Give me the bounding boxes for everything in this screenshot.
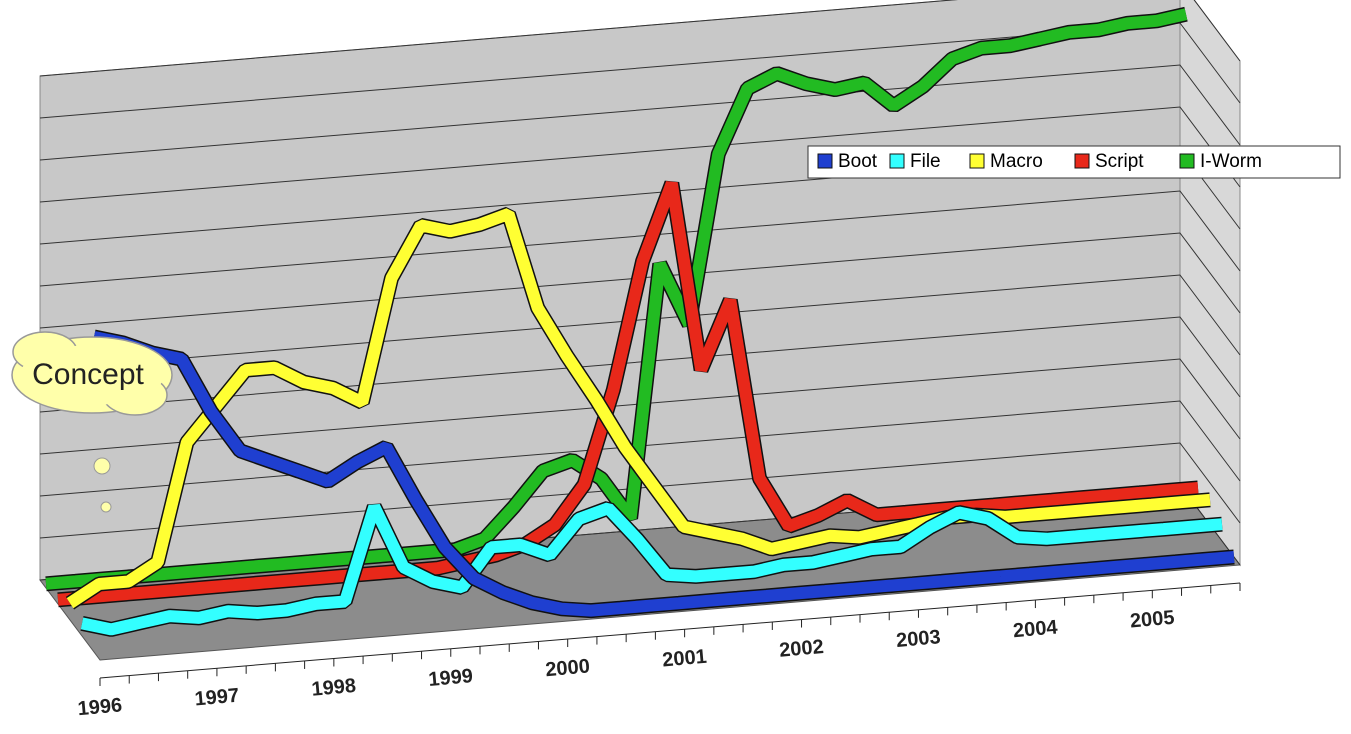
chart: 1996 1997 1998 1999 2000 2001 2002 2003 2004 2005… (0, 0, 1351, 734)
legend-label: Boot (838, 151, 878, 172)
chart-walls (40, 0, 1240, 660)
x-tick-label: 1997 (194, 685, 240, 711)
cloud-dot (101, 502, 111, 512)
x-tick-label: 2002 (778, 636, 824, 662)
legend-label: I-Worm (1200, 151, 1262, 172)
legend-swatch (818, 154, 832, 168)
legend-swatch (1180, 154, 1194, 168)
x-tick-label: 2004 (1012, 616, 1059, 642)
x-tick-label: 1998 (311, 675, 357, 701)
legend-swatch (890, 154, 904, 168)
legend-swatch (970, 154, 984, 168)
legend-swatch (1075, 154, 1089, 168)
x-tick-label: 2005 (1129, 607, 1175, 633)
legend-label: Script (1095, 151, 1144, 172)
x-tick-label: 2003 (895, 626, 941, 652)
cloud-dot (94, 458, 110, 474)
x-tick-label: 1996 (77, 694, 123, 720)
x-tick-label: 2000 (545, 655, 591, 681)
x-tick-label: 2001 (661, 646, 707, 672)
x-tick-label: 1999 (428, 665, 474, 691)
legend-label: Macro (990, 151, 1043, 172)
annotation-text: Concept (32, 358, 144, 391)
legend-label: File (910, 151, 941, 172)
side-wall (1180, 0, 1240, 565)
legend: Boot File Macro Script I-Worm (808, 146, 1340, 178)
